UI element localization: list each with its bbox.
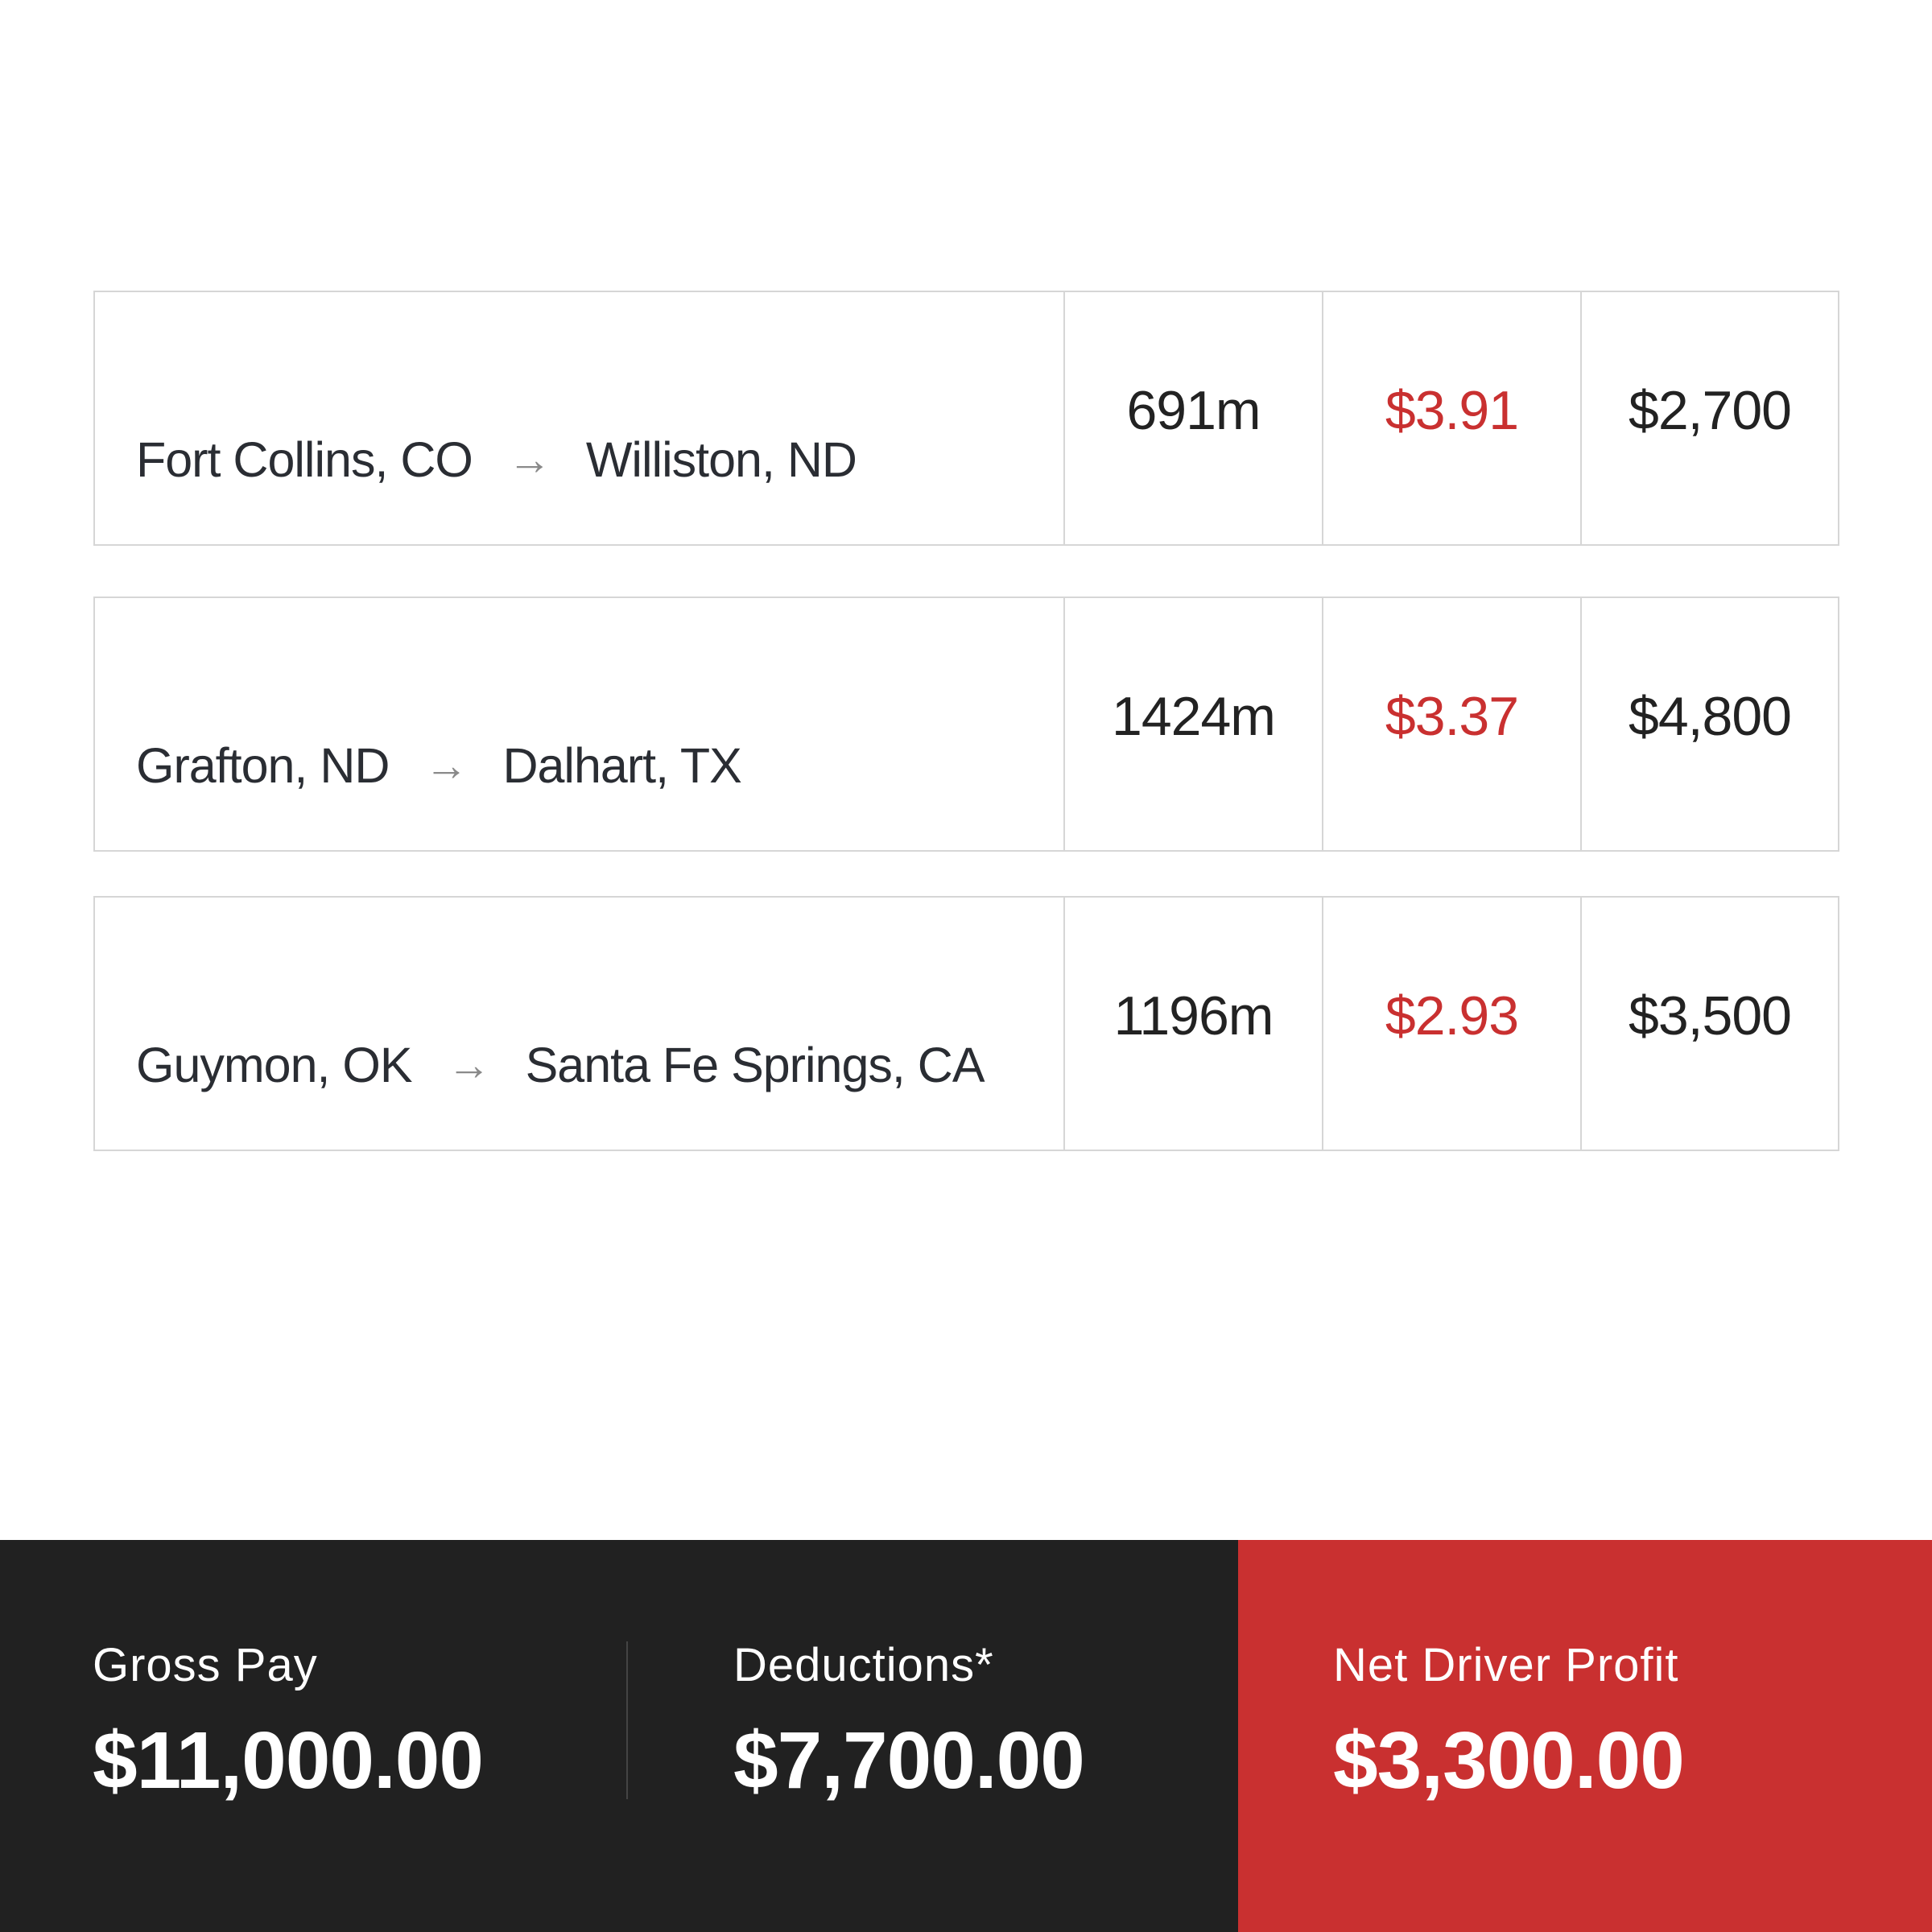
deductions-value: $7,700.00 [733,1715,1085,1806]
route-cell: Grafton, ND → Dalhart, TX [95,598,1065,850]
load-row: Fort Collins, CO → Williston, ND 691m $3… [93,291,1839,546]
deductions-label: Deductions* [733,1639,994,1691]
load-pay: $2,700 [1629,380,1792,441]
miles: 1424m [1065,598,1323,850]
rate-per-mile: $2.93 [1323,898,1582,1150]
origin: Fort Collins, CO [136,432,473,487]
net-profit-panel: Net Driver Profit $3,300.00 [1238,1540,1932,1932]
gross-pay-label: Gross Pay [93,1639,318,1691]
miles: 691m [1065,292,1323,544]
miles: 1196m [1065,898,1323,1150]
arrow-right-icon: → [447,1041,491,1089]
arrow-right-icon: → [507,436,551,484]
net-profit-stat: Net Driver Profit $3,300.00 [1333,1638,1685,1807]
load-row: Grafton, ND → Dalhart, TX 1424m $3.37 $4… [93,597,1839,852]
destination: Williston, ND [585,432,857,487]
route-cell: Guymon, OK → Santa Fe Springs, CA [95,898,1065,1150]
load-pay: $3,500 [1629,985,1792,1046]
gross-pay-stat: Gross Pay $11,000.00 [93,1638,484,1807]
arrow-right-icon: → [424,741,468,790]
net-profit-label: Net Driver Profit [1333,1639,1679,1691]
net-profit-value: $3,300.00 [1333,1715,1685,1806]
load-row: Guymon, OK → Santa Fe Springs, CA 1196m … [93,896,1839,1151]
divider [626,1641,628,1799]
rate-per-mile: $3.37 [1323,598,1582,850]
gross-pay-value: $11,000.00 [93,1715,484,1806]
load-pay: $4,800 [1629,686,1792,747]
rate-per-mile: $3.91 [1323,292,1582,544]
destination: Dalhart, TX [502,738,741,793]
deductions-stat: Deductions* $7,700.00 [733,1638,1085,1807]
origin: Guymon, OK [136,1038,413,1092]
route-cell: Fort Collins, CO → Williston, ND [95,292,1065,544]
destination: Santa Fe Springs, CA [525,1038,985,1092]
summary-dark-panel: Gross Pay $11,000.00 Deductions* $7,700.… [0,1540,1238,1932]
origin: Grafton, ND [136,738,390,793]
summary-footer: Gross Pay $11,000.00 Deductions* $7,700.… [0,1540,1932,1932]
